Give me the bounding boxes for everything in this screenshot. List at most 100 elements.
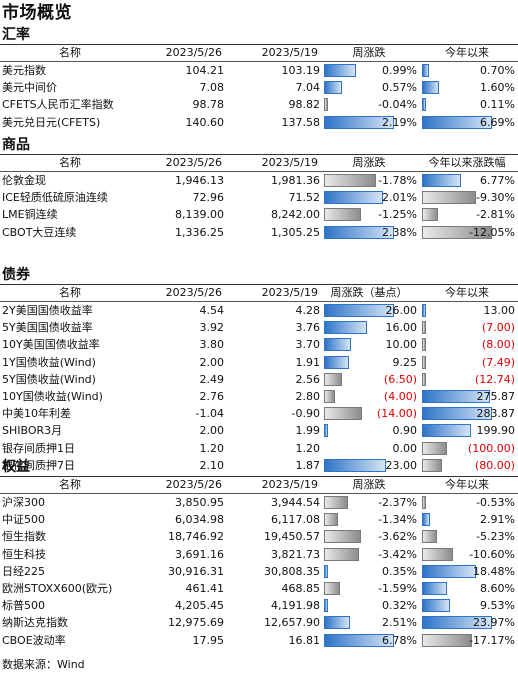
ytd-change-cell: 8.60% [420,580,518,597]
ytd-change-bar [422,225,492,239]
row-name: CBOT大豆连续 [2,225,77,239]
ytd-change-value: 23.97% [473,616,515,630]
weekly-change-cell: -3.42% [322,546,420,563]
table-row: CBOE波动率 17.95 16.81 6.78% -17.17% [0,632,518,649]
ytd-change-value: -10.60% [469,547,515,561]
ytd-change-value: -17.17% [469,633,515,647]
table-row: 2Y美国国债收益率 4.54 4.28 26.00 13.00 [0,302,518,319]
weekly-change-value: -2.37% [378,496,417,509]
weekly-change-cell: 0.90 [322,422,420,439]
weekly-change-cell: -2.37% [322,494,420,511]
section-bond: 债券 名称 2023/5/26 2023/5/19 周涨跌（基点） 今年以来 2Y美国国债收… [0,266,518,474]
ytd-change-value: 275.87 [476,389,516,403]
header-weekly-change: 周涨跌 [352,156,386,169]
ytd-change-value: -12.05% [469,225,515,239]
table-row: 美元中间价 7.08 7.04 0.57% 1.60% [0,79,518,96]
section-commodity: 商品 名称 2023/5/26 2023/5/19 周涨跌 今年以来涨跌幅 伦敦金现 1,94… [0,136,518,241]
header-date-current: 2023/5/26 [165,286,222,299]
section-title: 权益 [0,458,518,477]
ytd-change-cell: (80.00) [420,457,518,474]
page-title: 市场概览 [2,3,72,23]
header-date-current: 2023/5/26 [165,156,222,169]
ytd-change-bar [422,513,431,527]
value-previous: 12,657.90 [264,616,320,630]
row-name: LME铜连续 [2,208,58,222]
row-name: 2Y美国国债收益率 [2,304,93,317]
weekly-change-value: 10.00 [385,338,418,352]
table-row: CBOT大豆连续 1,336.25 1,305.25 2.38% -12.05% [0,224,518,241]
value-current: 4.54 [199,304,225,317]
weekly-change-bar [324,513,338,527]
weekly-change-value: -1.59% [378,581,417,595]
row-name: 恒生科技 [2,547,46,561]
ytd-change-cell: 13.00 [420,302,518,319]
ytd-change-cell: 275.87 [420,388,518,405]
weekly-change-bar [324,547,360,561]
weekly-change-bar [324,225,394,239]
weekly-change-bar [324,458,386,472]
table-header: 名称 2023/5/26 2023/5/19 周涨跌 今年以来涨跌幅 [0,155,518,172]
row-name: 银存间质押1日 [2,441,75,455]
ytd-change-value: 18.48% [473,564,515,578]
value-previous: 71.52 [288,191,321,205]
table-row: CFETS人民币汇率指数 98.78 98.82 -0.04% 0.11% [0,96,518,113]
table-header: 名称 2023/5/26 2023/5/19 周涨跌 今年以来 [0,45,518,62]
value-previous: 4,191.98 [271,599,320,613]
row-name: 中证500 [2,513,45,527]
table-row: 银存间质押1日 1.20 1.20 0.00 (100.00) [0,440,518,457]
value-previous: 1.99 [295,424,321,438]
header-ytd: 今年以来 [445,286,489,299]
ytd-change-bar [422,441,447,455]
weekly-change-bar [324,616,350,630]
value-current: 12,975.69 [168,616,224,630]
header-name: 名称 [59,286,81,299]
weekly-change-value: 6.78% [382,633,417,647]
weekly-change-value: 0.00 [392,441,418,455]
ytd-change-value: 283.87 [476,407,516,421]
weekly-change-cell: -1.34% [322,511,420,528]
table-row: 1Y国债收益(Wind) 2.00 1.91 9.25 (7.49) [0,354,518,371]
value-current: 1,946.13 [175,174,224,187]
row-name: 美元中间价 [2,81,57,95]
weekly-change-value: 0.35% [382,564,417,578]
weekly-change-bar [324,407,362,421]
weekly-change-bar [324,496,349,509]
section-fx: 汇率 名称 2023/5/26 2023/5/19 周涨跌 今年以来 美元指数 104.21 1… [0,26,518,131]
weekly-change-cell: 0.35% [322,563,420,580]
ytd-change-bar [422,208,439,222]
table-row: 5Y国债收益(Wind) 2.49 2.56 (6.50) (12.74) [0,371,518,388]
row-name: CFETS人民币汇率指数 [2,98,114,112]
weekly-change-bar [324,599,328,613]
value-current: 72.96 [192,191,225,205]
row-name: 美元兑日元(CFETS) [2,115,101,129]
weekly-change-bar [324,564,328,578]
weekly-change-cell: 9.25 [322,354,420,371]
value-previous: -0.90 [291,407,320,421]
value-previous: 16.81 [288,633,321,647]
weekly-change-cell: 2.01% [322,189,420,206]
ytd-change-bar [422,633,473,647]
value-previous: 3.76 [295,321,321,335]
weekly-change-value: 2.19% [382,115,417,129]
weekly-change-bar [324,633,394,647]
value-previous: 1,305.25 [271,225,320,239]
ytd-change-value: 6.77% [480,174,515,187]
weekly-change-value: 2.38% [382,225,417,239]
table-row: 银存间质押7日 2.10 1.87 23.00 (80.00) [0,457,518,474]
ytd-change-cell: 199.90 [420,422,518,439]
weekly-change-bar [324,115,394,129]
row-name: ICE轻质低硫原油连续 [2,191,108,205]
ytd-change-value: -0.53% [476,496,515,509]
value-current: 2.00 [199,355,225,369]
value-previous: 3,821.73 [271,547,320,561]
value-current: 4,205.45 [175,599,224,613]
row-name: SHIBOR3月 [2,424,63,438]
value-current: 3,691.16 [175,547,224,561]
ytd-change-cell: 6.69% [420,114,518,131]
value-current: -1.04 [195,407,224,421]
weekly-change-cell: 10.00 [322,336,420,353]
ytd-change-bar [422,547,453,561]
row-name: 1Y国债收益(Wind) [2,355,96,369]
data-source: 数据来源：Wind [2,658,85,671]
value-previous: 4.28 [295,304,321,317]
